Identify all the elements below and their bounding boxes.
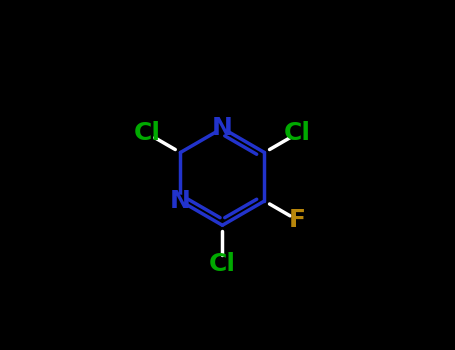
- Circle shape: [217, 122, 228, 134]
- Circle shape: [175, 195, 186, 206]
- Text: N: N: [212, 116, 233, 140]
- Text: F: F: [289, 208, 306, 232]
- Text: Cl: Cl: [284, 121, 311, 145]
- Text: Cl: Cl: [134, 121, 161, 145]
- Text: Cl: Cl: [209, 252, 236, 275]
- Text: N: N: [170, 189, 191, 213]
